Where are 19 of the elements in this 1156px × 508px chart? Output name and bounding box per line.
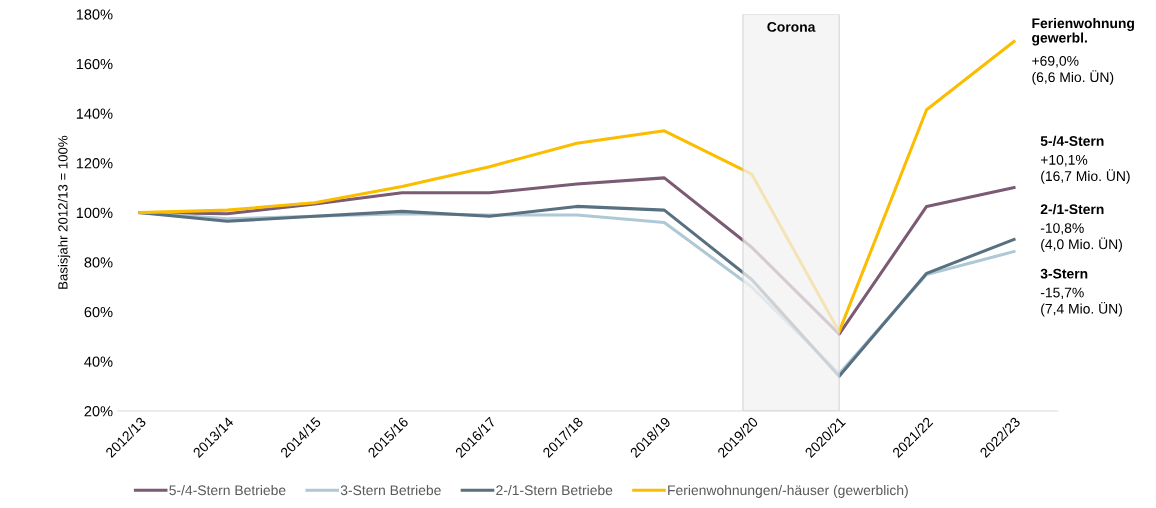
y-axis-title: Basisjahr 2012/13 = 100%: [57, 135, 71, 289]
band-label: Corona: [767, 22, 816, 32]
y-tick-label: 120%: [76, 158, 113, 169]
y-tick-label: 160%: [76, 58, 113, 70]
y-tick-label: 60%: [84, 306, 113, 318]
y-tick-label: 140%: [76, 108, 113, 119]
annotation: 3-Stern -15,7% (7,4 Mio. ÜN): [1040, 268, 1122, 317]
y-tick-label: 40%: [84, 356, 113, 367]
annotation: 2-/1-Stern -10,8% (4,0 Mio. ÜN): [1040, 203, 1122, 252]
legend-label: 3-Stern Betriebe: [340, 484, 441, 496]
legend-label: 2-/1-Stern Betriebe: [496, 484, 613, 496]
legend-label: Ferienwohnungen/-häuser (gewerblich): [668, 484, 908, 498]
annotation: 5-/4-Stern +10,1% (16,7 Mio. ÜN): [1040, 135, 1130, 184]
annotation: Ferienwohnung gewerbl. +69,0% (6,6 Mio. ÜN): [1032, 17, 1134, 85]
legend-label: 5-/4-Stern Betriebe: [169, 484, 286, 496]
y-tick-label: 20%: [84, 406, 113, 417]
y-tick-label: 180%: [76, 9, 113, 20]
y-tick-label: 100%: [76, 207, 113, 219]
y-tick-label: 80%: [84, 257, 113, 268]
